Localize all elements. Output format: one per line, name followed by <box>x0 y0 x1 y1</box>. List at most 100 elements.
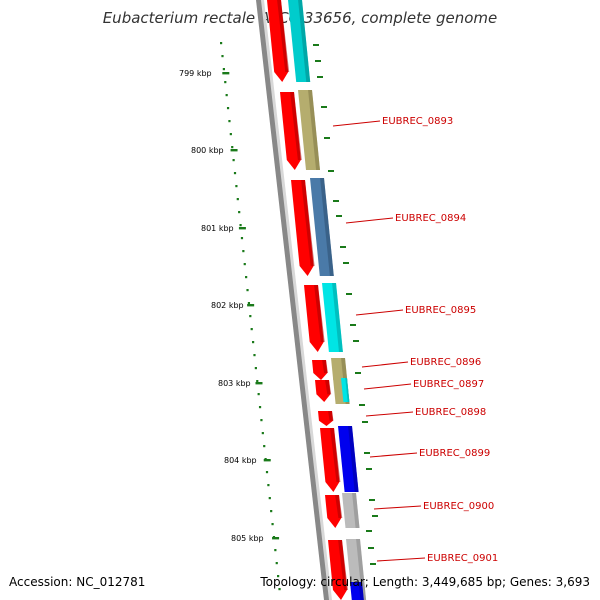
ruler-major-tick <box>272 537 280 540</box>
outer-tick <box>328 170 334 172</box>
outer-tick <box>315 60 321 62</box>
gene-bar-shade <box>352 493 360 528</box>
gene-label[interactable]: EUBREC_0897 <box>413 379 484 390</box>
ruler-dot <box>249 315 252 318</box>
gene-label-leader <box>345 217 394 224</box>
outer-tick <box>368 547 374 549</box>
ruler-dot <box>254 367 257 370</box>
outer-tick <box>369 499 375 501</box>
ruler-major-tick <box>247 304 255 307</box>
gene-bar-shade <box>320 178 334 276</box>
ruler-dot <box>256 380 259 383</box>
ruler-dot <box>238 211 241 214</box>
ruler-tick-label: 801 kbp <box>201 224 234 233</box>
ruler-dot <box>277 575 280 578</box>
gene-label[interactable]: EUBREC_0901 <box>427 553 498 564</box>
gene-bar-shade <box>348 426 359 492</box>
outer-tick <box>324 137 330 139</box>
gene-label[interactable]: EUBREC_0900 <box>423 501 494 512</box>
gene-label-leader <box>361 361 409 368</box>
cds-arrow-shade <box>322 360 328 373</box>
ruler-dot <box>251 341 255 344</box>
gene-bar <box>331 358 348 380</box>
gene-label[interactable]: EUBREC_0898 <box>415 407 486 418</box>
gene-label-leader <box>355 309 404 316</box>
cds-arrow <box>280 92 302 170</box>
cds-arrow <box>312 360 328 380</box>
ruler-dot <box>233 172 237 175</box>
ruler-major-tick <box>263 459 271 462</box>
ruler-dot <box>224 81 227 84</box>
outer-tick <box>336 215 342 217</box>
gene-bar <box>350 582 364 600</box>
outer-tick <box>340 246 346 248</box>
outer-tick <box>355 372 361 374</box>
outer-tick <box>364 452 370 454</box>
gene-label-leader <box>363 383 412 390</box>
cds-arrow-shade <box>301 180 315 266</box>
ruler-dot <box>231 146 234 149</box>
ruler-dot <box>235 185 238 188</box>
ruler-dot <box>228 120 231 123</box>
outer-tick <box>370 563 376 565</box>
gene-bar <box>338 426 359 492</box>
gene-bar-shade <box>332 283 343 352</box>
outer-tick <box>366 468 372 470</box>
gene-bar-shade <box>298 0 311 82</box>
ruler-dot <box>267 484 270 487</box>
ruler-tick-label: 799 kbp <box>179 69 212 78</box>
cds-arrow-shade <box>335 495 343 518</box>
summary-text: Topology: circular; Length: 3,449,685 bp… <box>260 575 590 589</box>
outer-tick <box>350 324 356 326</box>
ruler-dot <box>240 237 244 240</box>
backbone <box>256 0 332 600</box>
ruler-dot <box>221 55 224 58</box>
ruler-dot <box>225 94 228 97</box>
ruler-dot <box>250 328 253 331</box>
outer-tick <box>372 515 378 517</box>
ruler-tick-label: 805 kbp <box>231 534 264 543</box>
cds-arrow <box>304 285 325 352</box>
ruler-dot <box>242 250 245 253</box>
ruler-dot <box>236 198 239 201</box>
ruler-dot <box>261 432 264 435</box>
cds-arrow-shade <box>328 411 334 421</box>
cds-arrow <box>328 540 348 600</box>
ruler-dot <box>265 471 269 474</box>
ruler-dot <box>257 393 260 396</box>
gene-label-leader <box>365 411 414 417</box>
ruler-dot <box>270 510 273 513</box>
gene-label[interactable]: EUBREC_0896 <box>410 357 481 368</box>
ruler-major-tick <box>238 227 246 230</box>
cds-arrow-shade <box>277 0 290 72</box>
cds-arrow-shade <box>314 285 325 342</box>
ruler-dot <box>263 445 266 448</box>
gene-bar <box>341 378 350 402</box>
gene-label-leader <box>376 557 426 562</box>
backbone-line <box>256 0 330 600</box>
ruler-dot <box>253 354 256 357</box>
cds-arrow-shade <box>338 540 348 590</box>
ruler-major-tick <box>255 382 263 385</box>
ruler-major-tick <box>230 149 238 152</box>
ruler-dot <box>275 562 278 565</box>
outer-tick <box>366 530 372 532</box>
gene-label[interactable]: EUBREC_0899 <box>419 448 490 459</box>
gene-label[interactable]: EUBREC_0893 <box>382 116 453 127</box>
gene-label[interactable]: EUBREC_0895 <box>405 305 476 316</box>
ruler-dot <box>246 289 249 292</box>
ruler-tick-label: 802 kbp <box>211 301 244 310</box>
gene-labels: EUBREC_0893 EUBREC_0894 EUBREC_0895 EUBREC_… <box>332 116 498 564</box>
accession-text: Accession: NC_012781 <box>9 575 146 589</box>
gene-bar-shade <box>345 378 350 402</box>
outer-tick <box>321 106 327 108</box>
outer-tick <box>333 200 339 202</box>
ruler-dot <box>258 406 262 409</box>
cds-arrow-body <box>291 180 314 276</box>
gene-bar <box>298 90 320 170</box>
gene-label[interactable]: EUBREC_0894 <box>395 213 466 224</box>
ruler-dot <box>274 549 277 552</box>
ruler-dot <box>232 159 235 162</box>
cds-arrow-shade <box>330 428 341 482</box>
outer-tick <box>313 44 319 46</box>
